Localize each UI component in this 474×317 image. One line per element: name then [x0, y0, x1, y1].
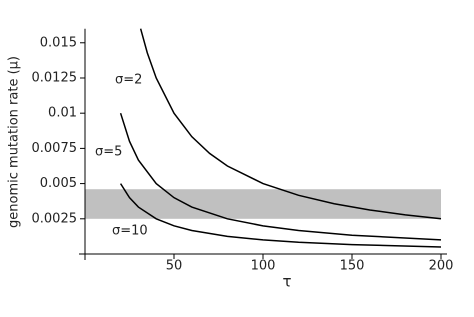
x-tick-label: 200: [429, 259, 454, 274]
y-tick-label: 0.01: [48, 106, 77, 121]
band: [85, 189, 441, 219]
curve: [119, 183, 442, 248]
y-tick-label: 0.015: [40, 35, 77, 50]
series-label: σ=10: [112, 224, 148, 239]
series-label: σ=2: [115, 73, 142, 88]
y-tick-label: 0.0125: [32, 70, 78, 85]
y-tick-label: 0.005: [40, 176, 77, 191]
x-tick-label: 150: [340, 259, 365, 274]
x-tick-label: 50: [166, 259, 183, 274]
x-axis-label: τ: [282, 273, 291, 291]
curve: [119, 112, 442, 241]
y-tick-label: 0.0075: [32, 141, 78, 156]
y-axis-label: genomic mutation rate (μ): [7, 56, 22, 228]
series-label: σ=5: [95, 145, 122, 160]
x-tick-label: 100: [251, 259, 276, 274]
y-tick-label: 0.0025: [32, 211, 78, 226]
curve: [139, 28, 442, 220]
